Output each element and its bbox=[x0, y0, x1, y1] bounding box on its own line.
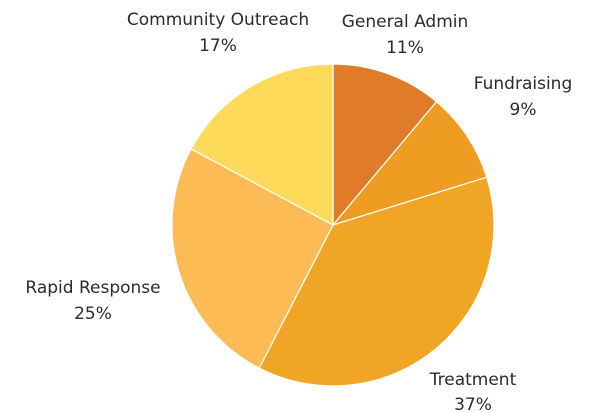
slice-community-outreach bbox=[190, 63, 334, 227]
value-treatment: 37% bbox=[454, 395, 492, 412]
label-general-admin: General Admin bbox=[342, 12, 469, 32]
slice-fundraising bbox=[331, 100, 488, 227]
label-treatment: Treatment bbox=[429, 370, 517, 390]
value-fundraising: 9% bbox=[510, 100, 537, 120]
value-general-admin: 11% bbox=[386, 38, 424, 58]
slice-treatment bbox=[258, 176, 495, 387]
label-fundraising: Fundraising bbox=[474, 74, 572, 94]
label-community-outreach: Community Outreach bbox=[127, 10, 309, 30]
pie-slices bbox=[171, 63, 495, 387]
value-community-outreach: 17% bbox=[199, 36, 237, 56]
slice-labels: General Admin 11% Fundraising 9% Treatme… bbox=[25, 10, 572, 412]
label-rapid-response: Rapid Response bbox=[25, 278, 160, 298]
slice-general-admin bbox=[332, 63, 438, 227]
value-rapid-response: 25% bbox=[74, 304, 112, 324]
